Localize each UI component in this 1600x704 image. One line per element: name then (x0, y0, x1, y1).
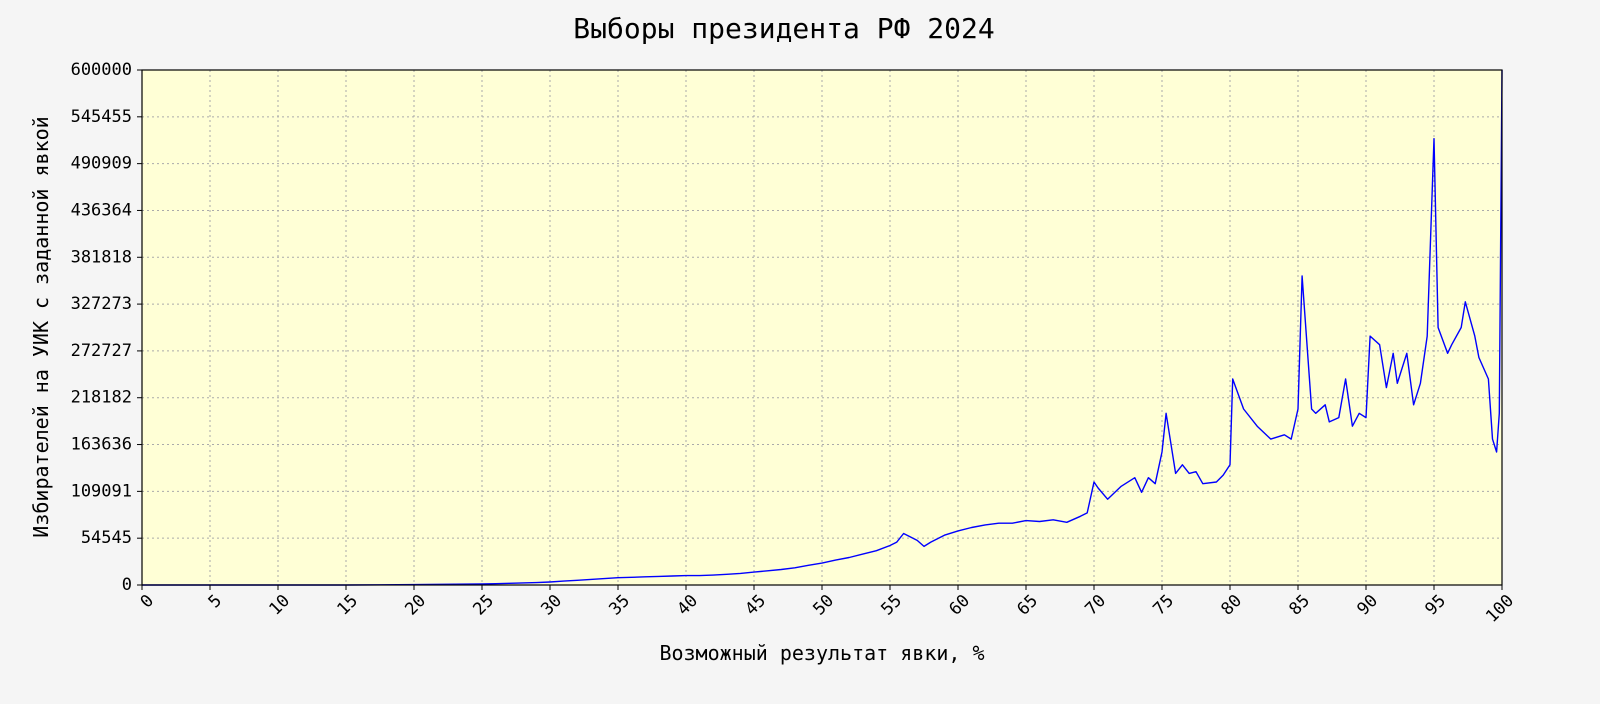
x-tick-label: 30 (537, 591, 566, 620)
y-axis-label: Избирателей на УИК с заданной явкой (29, 116, 53, 537)
y-tick-label: 436364 (71, 200, 132, 220)
x-tick-label: 85 (1285, 591, 1314, 620)
x-tick-label: 5 (205, 591, 226, 612)
x-tick-label: 60 (945, 591, 974, 620)
y-tick-label: 490909 (71, 154, 132, 174)
y-tick-label: 381818 (71, 247, 132, 267)
plot-area (142, 70, 1502, 585)
x-tick-label: 10 (265, 591, 294, 620)
chart-title: Выборы президента РФ 2024 (573, 12, 994, 45)
x-tick-label: 55 (877, 591, 906, 620)
y-tick-label: 327273 (71, 294, 132, 314)
x-tick-label: 100 (1482, 591, 1518, 627)
grid (141, 69, 1503, 586)
y-tick-label: 0 (122, 575, 132, 595)
x-tick-label: 25 (469, 591, 498, 620)
x-tick-label: 15 (333, 591, 362, 620)
x-tick-label: 80 (1217, 591, 1246, 620)
x-tick-label: 95 (1421, 591, 1450, 620)
x-tick-label: 90 (1353, 591, 1382, 620)
y-tick-label: 109091 (71, 481, 132, 501)
series-line (142, 69, 1503, 586)
x-tick-label: 45 (741, 591, 770, 620)
x-tick-label: 50 (809, 591, 838, 620)
x-tick-label: 40 (673, 591, 702, 620)
y-tick-label: 54545 (81, 528, 132, 548)
x-tick-label: 20 (401, 591, 430, 620)
x-tick-label: 70 (1081, 591, 1110, 620)
x-tick-label: 35 (605, 591, 634, 620)
y-tick-label: 600000 (71, 60, 132, 80)
y-tick-label: 163636 (71, 435, 132, 455)
x-tick-label: 75 (1149, 591, 1178, 620)
x-axis-ticks: 0 5 10 15 20 25 30 35 40 45 50 55 60 65 70 75 80 85 90 95 10… (137, 585, 1518, 627)
x-axis-label: Возможный результат явки, % (659, 641, 984, 665)
y-axis-ticks: 0 54545 109091 163636 218182 272727 327273 3818… (71, 60, 142, 595)
y-tick-label: 272727 (71, 341, 132, 361)
line-layer (142, 69, 1503, 586)
y-tick-label: 545455 (71, 107, 132, 127)
x-tick-label: 0 (137, 591, 158, 612)
y-tick-label: 218182 (71, 388, 132, 408)
x-tick-label: 65 (1013, 591, 1042, 620)
